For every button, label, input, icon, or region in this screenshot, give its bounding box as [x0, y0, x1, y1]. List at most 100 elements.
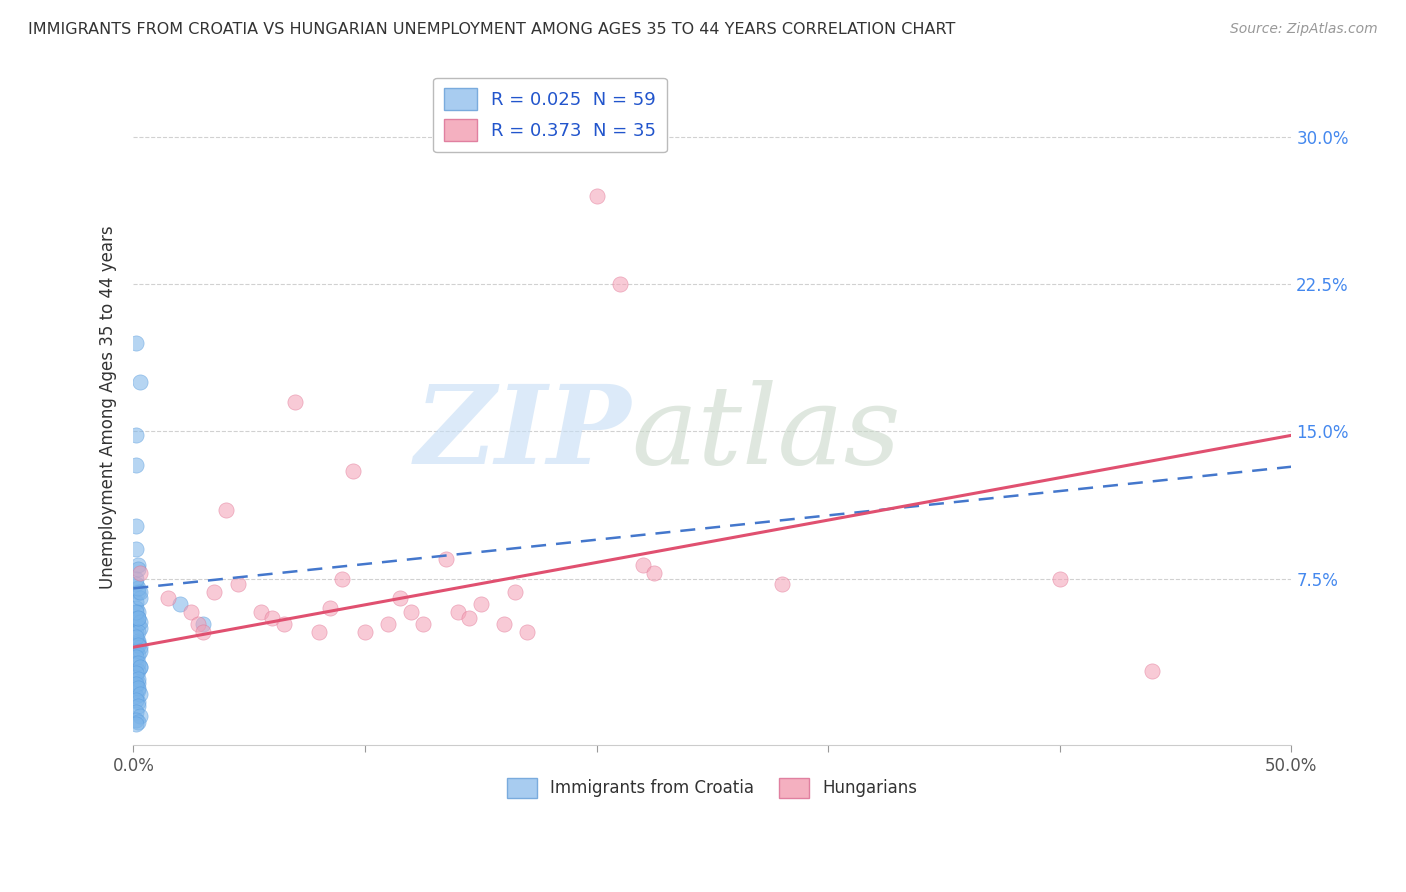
Point	[129, 615, 152, 629]
Point	[215, 503, 238, 517]
Point	[124, 428, 146, 442]
Point	[129, 566, 152, 580]
Point	[127, 656, 149, 670]
Text: ZIP: ZIP	[415, 380, 631, 488]
Point	[129, 687, 152, 701]
Point	[180, 605, 202, 619]
Point	[249, 605, 271, 619]
Point	[127, 611, 149, 625]
Point	[187, 616, 209, 631]
Point	[202, 585, 225, 599]
Point	[127, 664, 149, 678]
Point	[127, 562, 149, 576]
Point	[342, 464, 364, 478]
Point	[191, 616, 214, 631]
Point	[124, 611, 146, 625]
Point	[127, 714, 149, 729]
Point	[124, 631, 146, 645]
Point	[492, 616, 515, 631]
Point	[458, 611, 481, 625]
Point	[124, 680, 146, 694]
Point	[631, 558, 654, 572]
Legend: Immigrants from Croatia, Hungarians: Immigrants from Croatia, Hungarians	[501, 771, 924, 805]
Point	[505, 585, 527, 599]
Point	[129, 644, 152, 658]
Point	[124, 665, 146, 680]
Point	[124, 605, 146, 619]
Point	[127, 582, 149, 596]
Point	[127, 634, 149, 648]
Point	[127, 681, 149, 696]
Point	[129, 585, 152, 599]
Point	[127, 699, 149, 714]
Point	[127, 675, 149, 690]
Point	[127, 611, 149, 625]
Point	[124, 650, 146, 665]
Point	[124, 626, 146, 640]
Text: Source: ZipAtlas.com: Source: ZipAtlas.com	[1230, 22, 1378, 37]
Point	[1142, 664, 1164, 678]
Point	[129, 640, 152, 655]
Point	[129, 621, 152, 635]
Point	[124, 656, 146, 670]
Point	[127, 605, 149, 619]
Point	[434, 552, 457, 566]
Point	[127, 648, 149, 662]
Point	[770, 577, 793, 591]
Point	[127, 638, 149, 652]
Text: atlas: atlas	[631, 380, 901, 488]
Point	[124, 458, 146, 472]
Point	[446, 605, 468, 619]
Point	[124, 595, 146, 609]
Point	[585, 189, 607, 203]
Point	[127, 585, 149, 599]
Point	[124, 542, 146, 557]
Point	[129, 709, 152, 723]
Point	[330, 572, 353, 586]
Point	[516, 624, 538, 639]
Point	[124, 518, 146, 533]
Point	[377, 616, 399, 631]
Point	[226, 577, 249, 591]
Text: IMMIGRANTS FROM CROATIA VS HUNGARIAN UNEMPLOYMENT AMONG AGES 35 TO 44 YEARS CORR: IMMIGRANTS FROM CROATIA VS HUNGARIAN UNE…	[28, 22, 956, 37]
Point	[127, 624, 149, 639]
Point	[308, 624, 330, 639]
Point	[129, 660, 152, 674]
Point	[388, 591, 411, 606]
Point	[157, 591, 180, 606]
Point	[273, 616, 295, 631]
Point	[399, 605, 422, 619]
Point	[129, 591, 152, 606]
Point	[169, 597, 191, 611]
Point	[354, 624, 377, 639]
Point	[129, 660, 152, 674]
Point	[262, 611, 284, 625]
Point	[124, 716, 146, 731]
Point	[124, 705, 146, 719]
Point	[127, 636, 149, 650]
Point	[127, 558, 149, 572]
Point	[609, 277, 631, 292]
Point	[124, 677, 146, 691]
Point	[1049, 572, 1071, 586]
Y-axis label: Unemployment Among Ages 35 to 44 years: Unemployment Among Ages 35 to 44 years	[100, 225, 117, 589]
Point	[124, 713, 146, 727]
Point	[643, 566, 665, 580]
Point	[319, 601, 342, 615]
Point	[124, 336, 146, 351]
Point	[124, 670, 146, 684]
Point	[127, 695, 149, 709]
Point	[124, 693, 146, 707]
Point	[470, 597, 492, 611]
Point	[127, 616, 149, 631]
Point	[124, 690, 146, 704]
Point	[124, 644, 146, 658]
Point	[191, 624, 214, 639]
Point	[412, 616, 434, 631]
Point	[127, 672, 149, 686]
Point	[124, 601, 146, 615]
Point	[284, 395, 307, 409]
Point	[124, 572, 146, 586]
Point	[124, 577, 146, 591]
Point	[127, 683, 149, 698]
